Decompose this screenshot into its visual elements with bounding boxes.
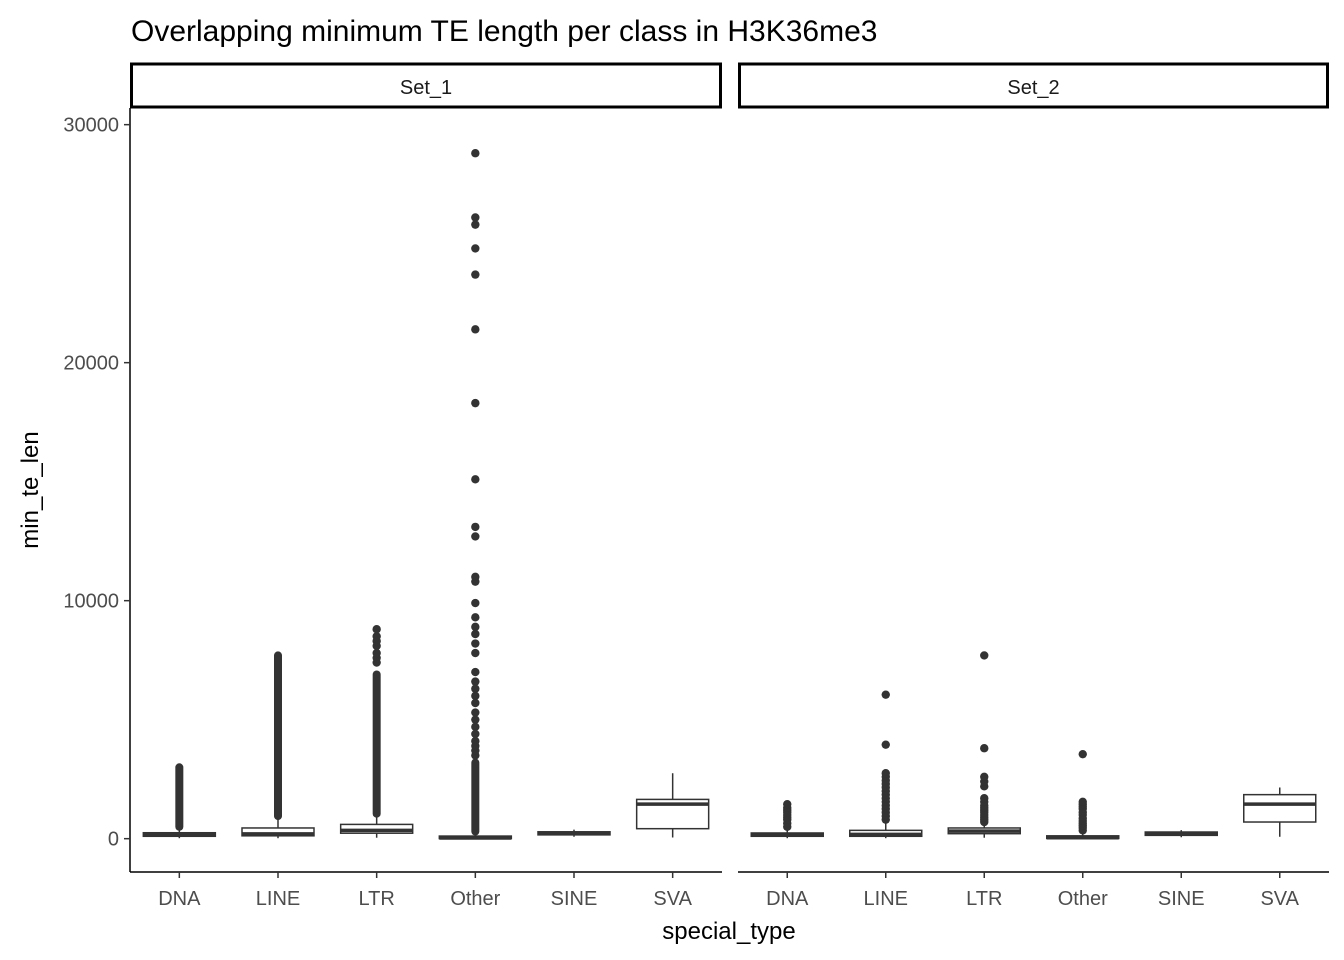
outlier-point — [471, 220, 480, 229]
x-tick-label: Other — [450, 888, 500, 910]
outlier-point — [783, 799, 792, 809]
y-tick-label: 10000 — [63, 591, 119, 613]
box-body — [241, 827, 315, 837]
outlier-point — [471, 715, 480, 724]
outlier-point — [471, 708, 480, 717]
y-axis-title: min_te_len — [17, 431, 44, 548]
box-set-1-sva — [635, 773, 710, 838]
facet-strip-set-2 — [738, 62, 1329, 109]
x-tick-label: SVA — [1260, 888, 1299, 910]
outlier-point — [1078, 749, 1087, 759]
y-tick-label: 20000 — [63, 353, 119, 375]
outlier-point — [471, 729, 480, 739]
outlier-point — [471, 622, 480, 632]
outlier-point — [471, 722, 480, 732]
outlier-point — [372, 648, 381, 658]
outlier-point — [471, 532, 480, 541]
box-body — [1243, 793, 1317, 823]
x-tick-label: LINE — [256, 888, 300, 910]
box-set-2-line — [849, 690, 923, 839]
box-set-2-other — [1046, 749, 1120, 840]
outlier-point — [471, 639, 480, 648]
box-set-2-dna — [750, 799, 824, 839]
outlier-point — [471, 244, 480, 253]
y-tick-label: 0 — [108, 829, 119, 851]
box-set-1-other — [438, 149, 513, 840]
box-set-2-sine — [1144, 830, 1218, 838]
x-tick-label: Other — [1058, 888, 1108, 910]
outlier-point — [471, 475, 480, 484]
x-tick-label: SVA — [653, 888, 692, 910]
y-tick-label: 30000 — [63, 115, 119, 137]
facet-set-1: Set_1 0 10000 20000 30000 DNA LINE LTR Other SINE… — [63, 62, 722, 910]
outlier-point — [881, 769, 890, 778]
outlier-point — [471, 270, 480, 279]
x-tick-label: SINE — [1158, 888, 1205, 910]
outlier-point — [471, 736, 480, 746]
facet-set-2: Set_2 DNA LINE LTR Other SINE SVA — [738, 62, 1329, 910]
box-set-2-ltr — [947, 651, 1021, 838]
outlier-point — [471, 677, 480, 686]
outlier-point — [980, 772, 989, 781]
outlier-point — [980, 651, 989, 660]
box-set-1-line — [241, 651, 315, 839]
facet-strip-label: Set_2 — [1007, 77, 1059, 99]
x-tick-label: LTR — [966, 888, 1002, 910]
facet-panels: Set_1 0 10000 20000 30000 DNA LINE LTR Other SINE… — [63, 62, 1329, 910]
outlier-point — [471, 598, 480, 608]
outlier-point — [471, 522, 480, 532]
outlier-point — [471, 325, 480, 334]
outlier-point — [471, 698, 480, 708]
outlier-point — [471, 398, 480, 408]
box-set-1-sine — [537, 829, 611, 837]
outlier-point — [471, 684, 480, 693]
outlier-point — [471, 613, 480, 622]
outlier-point — [372, 625, 381, 634]
x-tick-label: LINE — [864, 888, 908, 910]
outlier-point — [471, 648, 480, 658]
outlier-point — [980, 744, 989, 753]
outlier-point — [980, 794, 989, 803]
box-set-1-ltr — [339, 625, 414, 838]
x-tick-label: DNA — [766, 888, 809, 910]
outlier-point — [881, 690, 890, 699]
box-set-2-sva — [1243, 787, 1317, 837]
outlier-point — [881, 740, 890, 749]
outlier-point — [471, 149, 480, 158]
outlier-point — [372, 632, 381, 641]
x-tick-label: SINE — [551, 888, 598, 910]
x-tick-label: LTR — [359, 888, 395, 910]
outlier-point — [471, 691, 480, 701]
box-set-1-dna — [142, 763, 217, 839]
outlier-point — [471, 572, 480, 582]
outlier-point — [471, 629, 480, 639]
outlier-point — [1078, 797, 1087, 806]
x-tick-label: DNA — [158, 888, 201, 910]
chart-title: Overlapping minimum TE length per class … — [131, 15, 877, 48]
facet-strip-set-1 — [130, 62, 722, 109]
x-axis-title: special_type — [662, 918, 795, 945]
facet-strip-label: Set_1 — [400, 77, 452, 99]
outlier-point — [471, 667, 480, 677]
outlier-point — [471, 213, 480, 222]
